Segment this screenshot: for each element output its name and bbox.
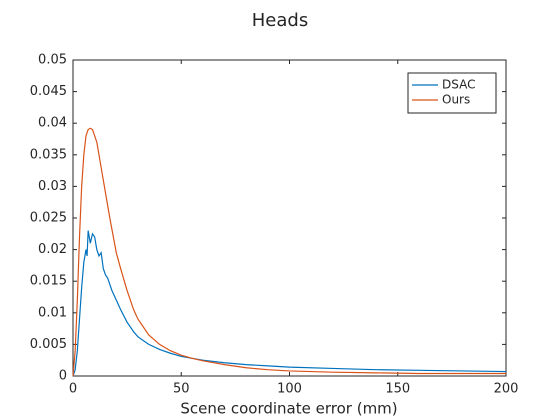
- y-tick-label: 0.035: [30, 147, 67, 162]
- x-axis-label: Scene coordinate error (mm): [180, 400, 397, 418]
- x-tick-label: 200: [494, 382, 519, 397]
- y-tick-label: 0.05: [38, 53, 67, 68]
- y-tick-label: 0.04: [38, 116, 67, 131]
- x-tick-label: 50: [173, 382, 190, 397]
- y-tick-label: 0.025: [30, 211, 67, 226]
- data-line: [72, 127, 506, 377]
- x-tick-label: 100: [277, 382, 302, 397]
- y-tick-label: 0.03: [38, 179, 67, 194]
- x-tick-label: 150: [385, 382, 410, 397]
- y-tick-label: 0.045: [30, 84, 67, 99]
- y-tick-label: 0.01: [38, 305, 67, 320]
- data-line: [72, 230, 507, 377]
- legend-label: Ours: [442, 93, 470, 107]
- chart-title: Heads: [252, 10, 308, 31]
- y-tick-label: 0.005: [30, 337, 67, 352]
- x-tick-label: 0: [69, 382, 77, 397]
- legend-box: [407, 72, 497, 114]
- y-tick-label: 0: [59, 369, 67, 384]
- legend-label: DSAC: [442, 78, 475, 92]
- y-tick-label: 0.015: [30, 274, 67, 289]
- y-tick-label: 0.02: [38, 242, 67, 257]
